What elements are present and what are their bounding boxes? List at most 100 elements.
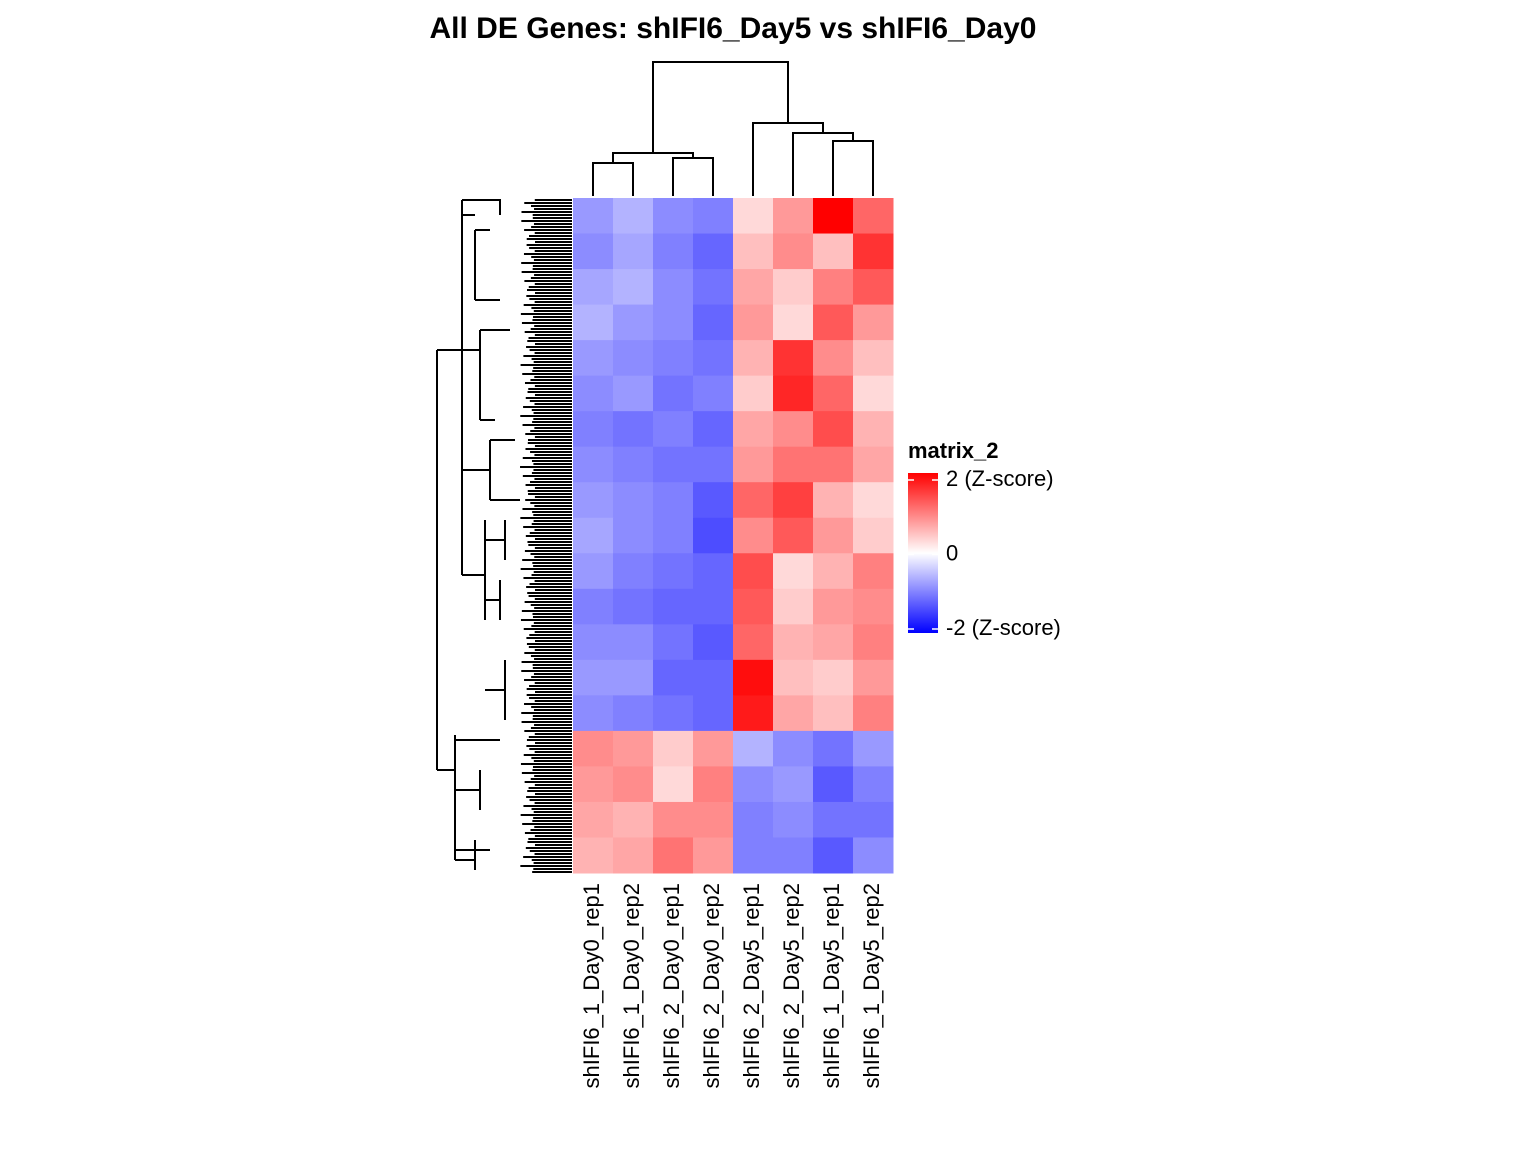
heatmap-cell <box>853 801 894 838</box>
heatmap-cell <box>573 837 614 874</box>
heatmap-cell <box>613 375 654 412</box>
heatmap-cell <box>733 553 774 590</box>
heatmap-cell <box>653 624 694 661</box>
heatmap-cell <box>613 233 654 270</box>
heatmap-cell <box>773 482 814 519</box>
heatmap-cell <box>653 269 694 306</box>
heatmap-cell <box>573 304 614 341</box>
heatmap-cell <box>693 446 734 483</box>
heatmap-cell <box>693 233 734 270</box>
heatmap-cell <box>653 837 694 874</box>
heatmap-cell <box>773 837 814 874</box>
heatmap-cell <box>573 553 614 590</box>
heatmap-cell <box>573 766 614 803</box>
heatmap-cell <box>773 304 814 341</box>
heatmap-cell <box>733 446 774 483</box>
heatmap-cell <box>733 801 774 838</box>
heatmap-cell <box>853 233 894 270</box>
heatmap-cell <box>653 375 694 412</box>
column-label: shIFI6_2_Day5_rep2 <box>779 883 804 1088</box>
heatmap-cell <box>813 482 854 519</box>
heatmap-cell <box>733 375 774 412</box>
legend-tick-label: -2 (Z-score) <box>946 615 1061 640</box>
heatmap-cell <box>773 766 814 803</box>
heatmap-cell <box>573 517 614 554</box>
heatmap-cell <box>653 233 694 270</box>
heatmap-cell <box>733 588 774 625</box>
heatmap-cell <box>853 198 894 235</box>
heatmap-cell <box>693 375 734 412</box>
heatmap-cell <box>813 837 854 874</box>
heatmap-cell <box>813 340 854 377</box>
row-dendrogram <box>436 199 520 870</box>
legend-tick-label: 0 <box>946 540 958 565</box>
heatmap-cell <box>653 695 694 732</box>
heatmap-cell <box>613 304 654 341</box>
heatmap-cell <box>733 695 774 732</box>
heatmap-cell <box>733 411 774 448</box>
heatmap-cell <box>733 517 774 554</box>
column-dendrogram <box>592 61 874 196</box>
heatmap-cell <box>733 269 774 306</box>
heatmap-cell <box>773 446 814 483</box>
heatmap-cell <box>853 304 894 341</box>
heatmap-cell <box>813 198 854 235</box>
heatmap-cell <box>853 766 894 803</box>
heatmap-cell <box>653 730 694 767</box>
heatmap-cell <box>693 695 734 732</box>
heatmap-cell <box>613 837 654 874</box>
heatmap-cell <box>573 233 614 270</box>
legend-tick-label: 2 (Z-score) <box>946 466 1054 491</box>
heatmap-cell <box>853 695 894 732</box>
heatmap-cell <box>853 588 894 625</box>
heatmap-cell <box>613 588 654 625</box>
heatmap-cell <box>573 801 614 838</box>
heatmap-cell <box>613 553 654 590</box>
heatmap-cell <box>733 730 774 767</box>
heatmap-cell <box>813 624 854 661</box>
legend-colorbar <box>908 473 938 633</box>
column-label: shIFI6_1_Day5_rep2 <box>859 883 884 1088</box>
heatmap-cell <box>773 730 814 767</box>
heatmap-cell <box>693 304 734 341</box>
heatmap-cell <box>693 659 734 696</box>
heatmap-cell <box>653 446 694 483</box>
heatmap-cell <box>773 695 814 732</box>
heatmap-cell <box>853 375 894 412</box>
heatmap-cell <box>813 766 854 803</box>
column-label: shIFI6_1_Day0_rep2 <box>619 883 644 1088</box>
heatmap-cell <box>613 695 654 732</box>
heatmap-cell <box>573 482 614 519</box>
heatmap-cell <box>613 801 654 838</box>
heatmap-cell <box>693 553 734 590</box>
heatmap-cell <box>613 446 654 483</box>
heatmap-cell <box>573 659 614 696</box>
heatmap-cell <box>733 766 774 803</box>
heatmap-cell <box>573 446 614 483</box>
heatmap-cell <box>733 304 774 341</box>
heatmap-cell <box>733 659 774 696</box>
heatmap-cell <box>693 766 734 803</box>
heatmap-cell <box>693 624 734 661</box>
heatmap-cell <box>573 198 614 235</box>
heatmap-cell <box>773 269 814 306</box>
heatmap-cell <box>813 304 854 341</box>
heatmap-cell <box>813 233 854 270</box>
heatmap-cell <box>613 198 654 235</box>
heatmap-cell <box>813 730 854 767</box>
heatmap-cell <box>853 269 894 306</box>
heatmap-cell <box>613 766 654 803</box>
heatmap-cell <box>853 659 894 696</box>
heatmap-cell <box>813 695 854 732</box>
heatmap-cell <box>813 553 854 590</box>
heatmap-cell <box>653 340 694 377</box>
heatmap-cell <box>693 730 734 767</box>
heatmap-cell <box>653 659 694 696</box>
heatmap-cell <box>653 304 694 341</box>
heatmap-cell <box>573 695 614 732</box>
heatmap-cell <box>653 482 694 519</box>
heatmap-cell <box>613 517 654 554</box>
heatmap-cell <box>573 269 614 306</box>
heatmap-cell <box>813 801 854 838</box>
